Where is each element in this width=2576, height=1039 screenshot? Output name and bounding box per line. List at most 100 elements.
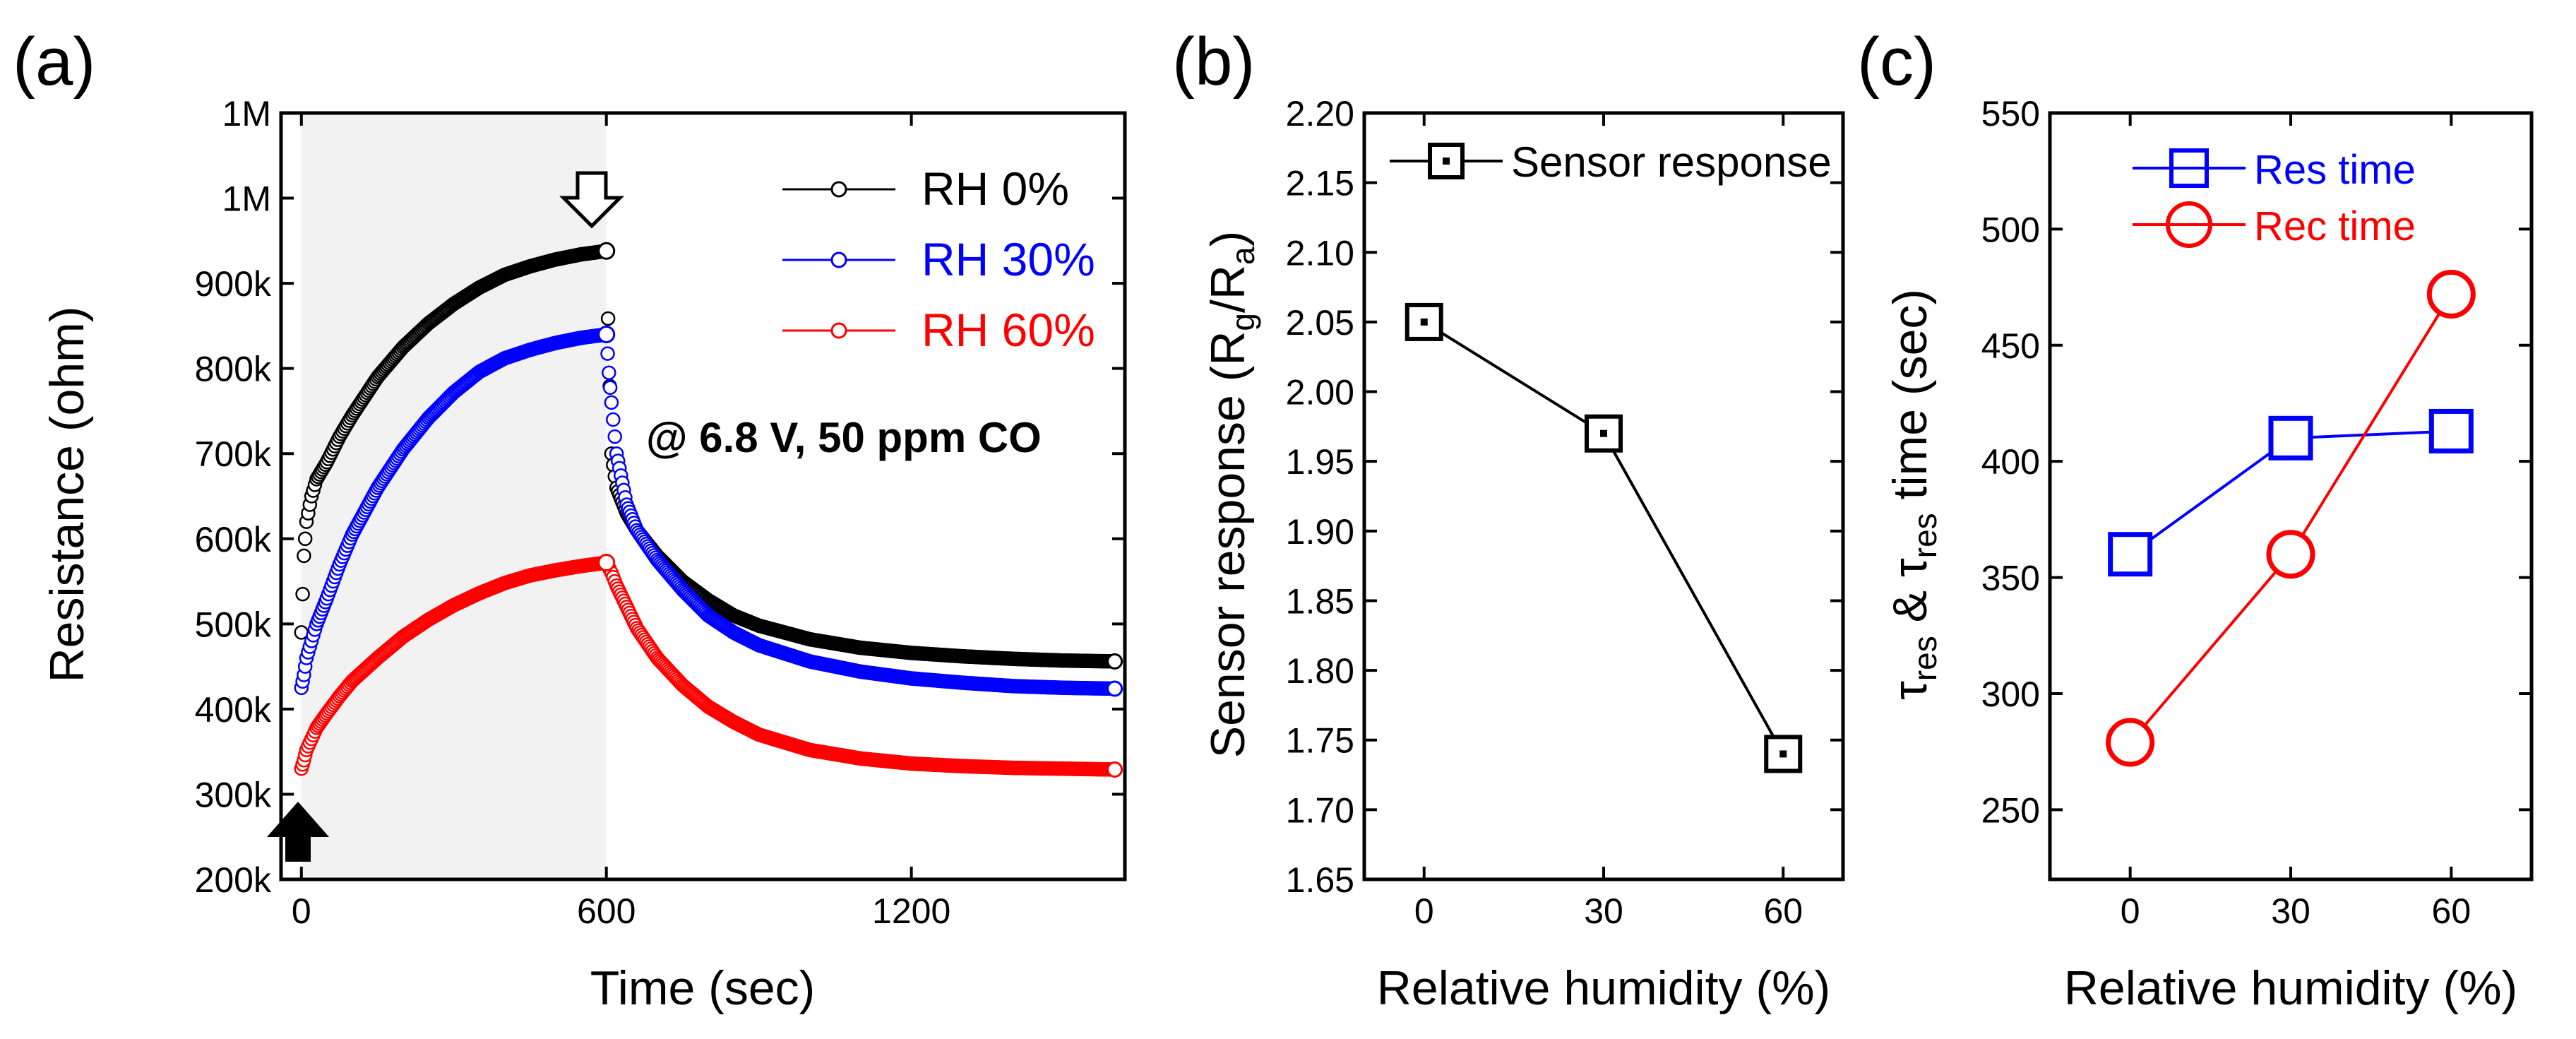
y-tick-label: 2.20	[1286, 94, 1354, 133]
data-point	[1107, 761, 1123, 778]
panel-a-legend: RH 0% RH 30% RH 60%	[782, 162, 1095, 356]
panel-a-x-ticks: 0 600 1200	[292, 113, 950, 931]
legend-marker-rh30	[830, 251, 847, 268]
data-point	[1107, 680, 1123, 697]
data-point	[600, 346, 615, 361]
y-tick-label: 300	[1981, 675, 2040, 714]
legend-label-rh30: RH 30%	[922, 233, 1095, 285]
x-tick-label: 60	[1763, 891, 1803, 931]
panel-b-x-axis-label: Relative humidity (%)	[1377, 961, 1830, 1015]
y-tick-label: 450	[1981, 326, 2040, 366]
panel-b-y-axis-label: Sensor response (Rg/Ra)	[1201, 231, 1261, 759]
y-tick-label: 1.65	[1286, 860, 1354, 900]
legend-marker-res-time	[2169, 148, 2209, 188]
data-point	[600, 311, 616, 326]
data-point	[297, 531, 313, 547]
up-arrow-icon	[267, 802, 329, 862]
panel-a-label: (a)	[13, 24, 95, 100]
y-tick-label: 1.95	[1286, 442, 1354, 482]
panel-b-y-ticks: 1.65 1.70 1.75 1.80 1.85 1.90 1.95 2.00 2.05 2.10…	[1286, 94, 1843, 900]
legend-label-rec-time: Rec time	[2254, 203, 2416, 249]
y-tick-label: 400k	[195, 690, 272, 730]
series-line	[1423, 321, 1784, 755]
panel-b: (b) 1.65 1.70 1.75 1.80 1.85 1.90 1.95 2.00 2.05…	[1172, 24, 1845, 1015]
panel-b-series	[1405, 302, 1803, 773]
panel-b-frame	[1362, 111, 1845, 881]
data-point-dot	[1779, 750, 1787, 758]
panel-c-y-axis-label: τres & τres time (sec)	[1883, 289, 1943, 700]
legend-marker-rh0	[830, 181, 847, 198]
panel-a-frame	[279, 111, 1127, 881]
y-tick-label: 800k	[195, 350, 272, 389]
panel-c-frame	[2048, 111, 2534, 881]
legend-label-res-time: Res time	[2254, 147, 2416, 193]
panel-a-x-axis-label: Time (sec)	[590, 961, 816, 1015]
data-point	[607, 429, 622, 444]
data-point	[2106, 718, 2155, 767]
panel-c-x-ticks: 0 30 60	[2121, 113, 2471, 931]
panel-c-x-axis-label: Relative humidity (%)	[2064, 961, 2517, 1015]
panel-b-legend: Sensor response	[1390, 138, 1832, 186]
panel-b-x-ticks: 0 30 60	[1414, 113, 1803, 931]
data-point	[2266, 530, 2315, 579]
x-tick-label: 30	[1584, 891, 1623, 931]
panel-c: (c) 250 300 350 400 450 500 550 0 30 60 τres & τ…	[1857, 24, 2534, 1015]
panel-c-label: (c)	[1857, 24, 1936, 100]
data-point	[602, 380, 618, 396]
panel-a-y-ticks: 200k 300k 400k 500k 600k 700k 800k 900k 1M 1M	[195, 94, 1125, 900]
down-arrow-icon	[559, 171, 625, 229]
end-marker	[597, 325, 616, 343]
data-point	[297, 548, 311, 564]
x-tick-label: 0	[292, 891, 311, 931]
y-tick-label: 2.15	[1286, 164, 1354, 203]
y-tick-label: 500k	[195, 605, 272, 644]
end-marker	[597, 554, 616, 572]
y-tick-label: 1.75	[1286, 721, 1354, 761]
legend-marker-rh60	[830, 322, 847, 339]
legend-label-sensor-response: Sensor response	[1511, 138, 1832, 186]
x-tick-label: 1200	[872, 891, 950, 931]
y-tick-label: 1.90	[1286, 512, 1354, 552]
data-point	[606, 412, 621, 427]
end-marker	[597, 242, 616, 260]
y-tick-label: 500	[1981, 210, 2040, 249]
data-point	[2428, 408, 2474, 453]
y-tick-label: 400	[1981, 442, 2040, 482]
y-tick-label: 1.70	[1286, 790, 1354, 830]
panel-b-label: (b)	[1172, 24, 1255, 100]
data-point	[2108, 532, 2153, 577]
y-tick-label: 1.80	[1286, 651, 1354, 691]
panel-c-series	[2106, 269, 2476, 767]
y-tick-label: 700k	[195, 434, 272, 474]
series-rh-30-	[294, 325, 1123, 697]
y-tick-label: 550	[1981, 94, 2040, 133]
legend-marker-rec-time	[2166, 201, 2212, 248]
y-tick-label: 2.10	[1286, 233, 1354, 273]
y-tick-label: 600k	[195, 520, 272, 559]
series-rh-0-	[294, 242, 1123, 670]
series-rh-60-	[294, 554, 1123, 778]
y-tick-label: 2.05	[1286, 303, 1354, 343]
data-point	[604, 395, 619, 410]
data-point-dot	[1420, 318, 1428, 326]
data-point	[602, 365, 616, 380]
x-tick-label: 0	[1414, 891, 1434, 931]
y-tick-label: 2.00	[1286, 373, 1354, 412]
panel-c-y-ticks: 250 300 350 400 450 500 550	[1981, 94, 2532, 830]
data-point	[1107, 653, 1123, 670]
y-tick-label: 900k	[195, 264, 272, 304]
x-tick-label: 600	[577, 891, 636, 931]
legend-label-rh0: RH 0%	[922, 162, 1069, 215]
legend-label-rh60: RH 60%	[922, 304, 1095, 356]
panel-a-y-axis-label: Resistance (ohm)	[40, 307, 94, 683]
panel-a-annotation: @ 6.8 V, 50 ppm CO	[646, 414, 1042, 461]
data-point-dot	[1600, 429, 1607, 437]
panel-a: (a) 200k 300k 400k 500k 600k 700k 800k 900k 1M 1M…	[13, 24, 1127, 1015]
y-tick-label: 1M	[222, 94, 271, 133]
y-tick-label: 1M	[222, 179, 271, 219]
y-tick-label: 250	[1981, 790, 2040, 830]
x-tick-label: 60	[2432, 891, 2471, 931]
panel-c-legend: Res time Rec time	[2133, 147, 2416, 249]
data-point	[295, 586, 310, 602]
